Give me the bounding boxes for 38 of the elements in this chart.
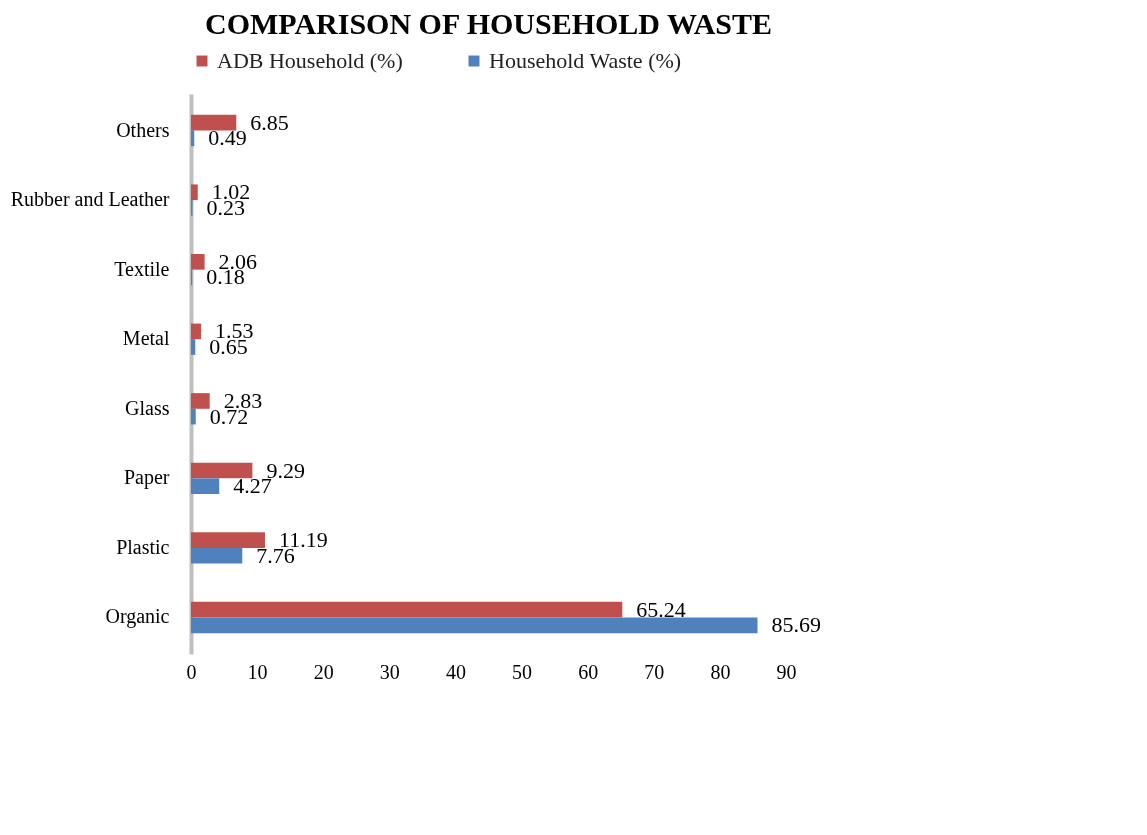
data-label: 6.85 (250, 109, 289, 135)
y-tick-label: Rubber and Leather (10, 188, 170, 211)
x-tick-label: 80 (710, 660, 731, 683)
x-tick-label: 50 (512, 660, 533, 683)
bar (191, 462, 253, 479)
x-tick-label: 10 (247, 660, 268, 683)
legend-label: ADB Household (%) (217, 48, 403, 73)
bar (191, 339, 196, 355)
x-tick-label: 30 (379, 660, 400, 683)
bar (191, 617, 758, 634)
x-tick-label: 40 (445, 660, 466, 683)
x-tick-label: 90 (776, 660, 797, 683)
x-tick-label: 0 (186, 660, 197, 683)
bar (191, 393, 210, 409)
y-tick-label: Textile (114, 257, 170, 280)
bar (191, 547, 243, 564)
bar (191, 532, 265, 548)
bar (191, 114, 237, 131)
bar (191, 601, 623, 618)
x-tick-label: 70 (644, 660, 665, 683)
x-tick-label: 60 (578, 660, 599, 683)
bar (191, 478, 220, 494)
y-tick-label: Glass (125, 396, 170, 419)
y-tick-label: Organic (105, 605, 170, 629)
chart-title: COMPARISON OF HOUSEHOLD WASTE (204, 7, 773, 40)
x-tick-label: 20 (313, 660, 334, 683)
bar (191, 184, 198, 201)
legend-label: Household Waste (%) (489, 48, 682, 73)
bar (191, 254, 205, 270)
y-tick-label: Plastic (116, 535, 170, 558)
bar (191, 323, 202, 340)
bar (191, 408, 196, 425)
data-label: 65.24 (636, 596, 686, 622)
y-tick-label: Others (116, 118, 170, 141)
data-label: 85.69 (771, 612, 822, 638)
y-tick-label: Metal (122, 327, 170, 350)
data-label: 0.49 (208, 125, 247, 151)
y-tick-label: Paper (123, 466, 170, 490)
